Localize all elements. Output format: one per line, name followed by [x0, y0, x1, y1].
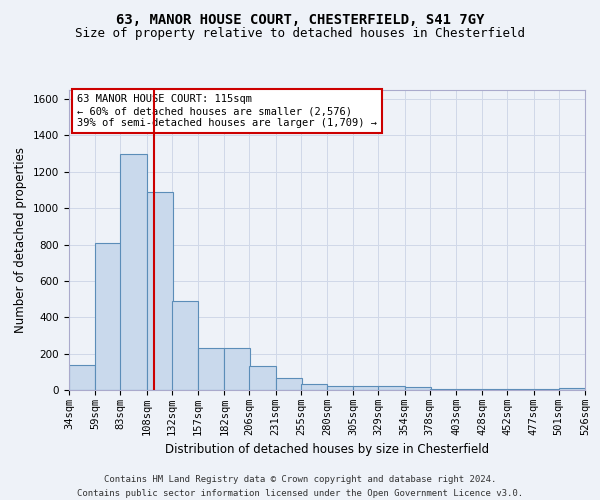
Bar [327, 386, 353, 390]
Bar [301, 384, 327, 390]
Text: 63 MANOR HOUSE COURT: 115sqm
← 60% of detached houses are smaller (2,576)
39% of: 63 MANOR HOUSE COURT: 115sqm ← 60% of de… [77, 94, 377, 128]
Bar [250, 366, 275, 390]
Bar [146, 192, 173, 390]
Bar [379, 386, 404, 390]
Bar [404, 388, 431, 390]
Bar [95, 242, 121, 390]
Bar [224, 348, 250, 390]
Bar [198, 348, 224, 390]
Bar [559, 388, 585, 390]
Bar [275, 378, 302, 390]
Y-axis label: Number of detached properties: Number of detached properties [14, 147, 28, 333]
Bar [533, 389, 560, 390]
Bar [121, 154, 146, 390]
Bar [482, 389, 508, 390]
Bar [508, 389, 533, 390]
Bar [456, 389, 482, 390]
Bar [430, 389, 456, 390]
Bar [69, 366, 95, 390]
Bar [353, 386, 379, 390]
Text: Size of property relative to detached houses in Chesterfield: Size of property relative to detached ho… [75, 28, 525, 40]
Text: 63, MANOR HOUSE COURT, CHESTERFIELD, S41 7GY: 63, MANOR HOUSE COURT, CHESTERFIELD, S41… [116, 12, 484, 26]
X-axis label: Distribution of detached houses by size in Chesterfield: Distribution of detached houses by size … [165, 444, 489, 456]
Bar [172, 301, 198, 390]
Text: Contains HM Land Registry data © Crown copyright and database right 2024.
Contai: Contains HM Land Registry data © Crown c… [77, 476, 523, 498]
